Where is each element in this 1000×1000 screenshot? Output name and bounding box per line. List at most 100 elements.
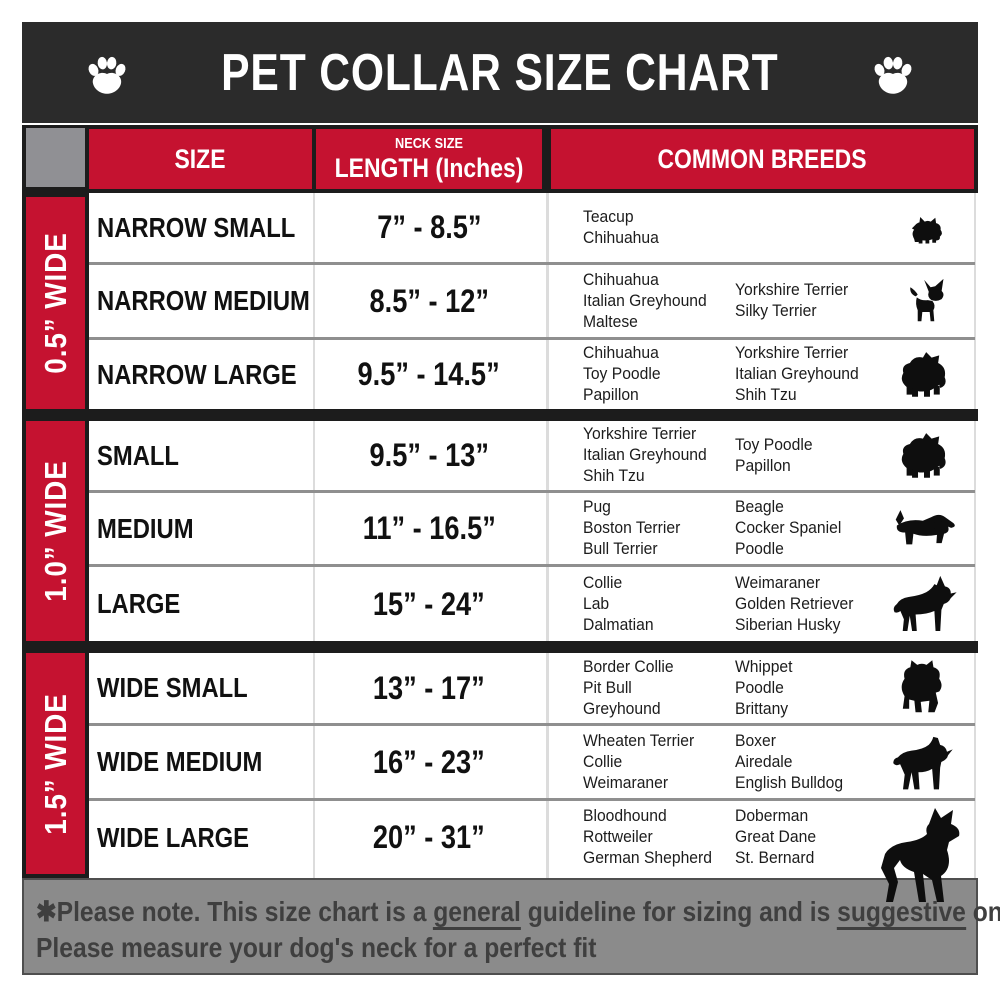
breeds-column: Collie Lab Dalmatian <box>583 567 654 641</box>
breed-name: Maltese <box>583 312 638 331</box>
breed-name: St. Bernard <box>735 849 815 867</box>
size-label: NARROW MEDIUM <box>97 285 310 316</box>
neck-length-value: 9.5” - 13” <box>369 437 489 473</box>
breed-name: Dalmatian <box>583 615 654 634</box>
breeds-column: Boxer Airedale English Bulldog <box>735 726 843 798</box>
row-divider <box>89 490 975 493</box>
table-row: WIDE SMALL 13” - 17” Border Collie Pit Bull… <box>89 653 975 723</box>
row-divider <box>89 262 975 265</box>
pitbull-icon <box>891 728 955 796</box>
breeds-column: Beagle Cocker Spaniel Poodle <box>735 493 841 564</box>
size-label: WIDE SMALL <box>97 672 248 703</box>
breeds-column: Yorkshire Terrier Italian Greyhound Shih T… <box>583 421 707 490</box>
breed-name: Rottweiler <box>583 828 653 846</box>
breed-name: Weimaraner <box>583 773 669 792</box>
neck-length-cell: 15” - 24” <box>316 567 542 641</box>
breed-name: Great Dane <box>735 828 817 846</box>
column-divider <box>546 193 549 878</box>
table-row: NARROW LARGE 9.5” - 14.5” Chihuahua Toy Poo… <box>89 340 975 409</box>
breeds-column: Doberman Great Dane St. Bernard <box>735 801 816 874</box>
footer-note: ✱Please note. This size chart is a gener… <box>22 878 1000 975</box>
breed-name: Collie <box>583 573 623 592</box>
section-divider <box>89 641 978 653</box>
breed-name: Bloodhound <box>583 807 667 825</box>
size-cell: WIDE LARGE <box>97 801 276 874</box>
breeds-column: Whippet Poodle Brittany <box>735 653 793 723</box>
breeds-column: Chihuahua Toy Poodle Papillon <box>583 340 661 409</box>
chihuahua-icon <box>901 278 951 324</box>
breed-name: Border Collie <box>583 657 674 676</box>
breed-name: Poodle <box>735 540 784 558</box>
size-cell: NARROW MEDIUM <box>97 265 347 337</box>
row-divider <box>89 798 975 801</box>
breeds-column: Border Collie Pit Bull Greyhound <box>583 653 674 723</box>
doberman-icon <box>869 806 969 906</box>
common-breeds-label: COMMON BREEDS <box>657 143 868 174</box>
breed-name: Brittany <box>735 699 789 718</box>
length-inches-label: LENGTH (Inches) <box>334 152 524 183</box>
size-cell: LARGE <box>97 567 195 641</box>
breed-name: Papillon <box>583 386 639 404</box>
footer-line-2: Please measure your dog's neck for a per… <box>36 932 597 963</box>
neck-size-sublabel: NECK SIZE <box>394 134 463 152</box>
yorkshire-terrier-icon <box>907 211 947 245</box>
page-title: PET COLLAR SIZE CHART <box>221 43 779 102</box>
footer-line-1: ✱Please note. This size chart is a gener… <box>36 894 1000 930</box>
column-header-size: SIZE <box>89 129 312 189</box>
neck-length-value: 20” - 31” <box>373 819 485 855</box>
size-cell: SMALL <box>97 421 193 490</box>
size-cell: WIDE SMALL <box>97 653 274 723</box>
breed-name: Toy Poodle <box>735 435 813 454</box>
corner-cell <box>26 128 85 187</box>
row-divider <box>89 564 975 567</box>
pomeranian-icon <box>893 350 955 400</box>
shepherd-icon <box>891 574 959 634</box>
breed-name: Wheaten Terrier <box>583 731 695 750</box>
breeds-column: Yorkshire Terrier Italian Greyhound Shih T… <box>735 340 859 409</box>
breeds-column: Wheaten Terrier Collie Weimaraner <box>583 726 694 798</box>
breed-name: Chihuahua <box>583 228 659 247</box>
breed-name: Siberian Husky <box>735 615 841 634</box>
underlined-word: general <box>433 896 521 930</box>
beagle-icon <box>891 507 957 551</box>
breed-name: Poodle <box>735 678 784 697</box>
pekingese-icon <box>893 431 955 481</box>
width-band-1.5: 1.5” WIDE <box>26 653 85 874</box>
breed-name: Golden Retriever <box>735 594 854 613</box>
breed-name: Chihuahua <box>583 270 659 289</box>
breeds-column: Teacup Chihuahua <box>583 193 659 262</box>
breed-name: Teacup <box>583 207 634 226</box>
breed-name: Yorkshire Terrier <box>735 281 849 299</box>
breed-name: Beagle <box>735 498 784 516</box>
breeds-column: Pug Boston Terrier Bull Terrier <box>583 493 680 564</box>
neck-length-value: 8.5” - 12” <box>369 282 489 319</box>
size-cell: MEDIUM <box>97 493 211 564</box>
size-cell: NARROW LARGE <box>97 340 332 409</box>
breed-name: Chihuahua <box>583 344 659 362</box>
breed-name: Whippet <box>735 657 793 676</box>
bulldog-icon <box>893 657 945 719</box>
breed-name: German Shepherd <box>583 849 712 867</box>
neck-length-cell: 11” - 16.5” <box>316 493 542 564</box>
paw-icon <box>80 48 134 98</box>
breed-name: Greyhound <box>583 699 661 718</box>
breed-name: Italian Greyhound <box>583 446 707 464</box>
breeds-column: Toy Poodle Papillon <box>735 421 813 490</box>
breed-name: Weimaraner <box>735 573 821 592</box>
table-right-border <box>974 193 976 878</box>
breed-name: Yorkshire Terrier <box>583 425 697 443</box>
breed-name: Cocker Spaniel <box>735 519 842 537</box>
column-header-common-breeds: COMMON BREEDS <box>551 129 974 189</box>
breed-name: Shih Tzu <box>583 467 645 485</box>
neck-length-value: 15” - 24” <box>373 585 485 622</box>
neck-length-cell: 13” - 17” <box>316 653 542 723</box>
breeds-column: Bloodhound Rottweiler German Shepherd <box>583 801 712 874</box>
breed-name: Papillon <box>735 456 791 475</box>
neck-length-cell: 9.5” - 13” <box>316 421 542 490</box>
column-header-size-label: SIZE <box>174 143 226 174</box>
column-header-neck-length: NECK SIZE LENGTH (Inches) <box>316 129 542 189</box>
breed-name: Doberman <box>735 807 809 825</box>
breeds-column: Weimaraner Golden Retriever Siberian Husky <box>735 567 853 641</box>
table-row: LARGE 15” - 24” Collie Lab Dalmatian Weimaran… <box>89 567 975 641</box>
neck-length-value: 13” - 17” <box>373 669 485 706</box>
